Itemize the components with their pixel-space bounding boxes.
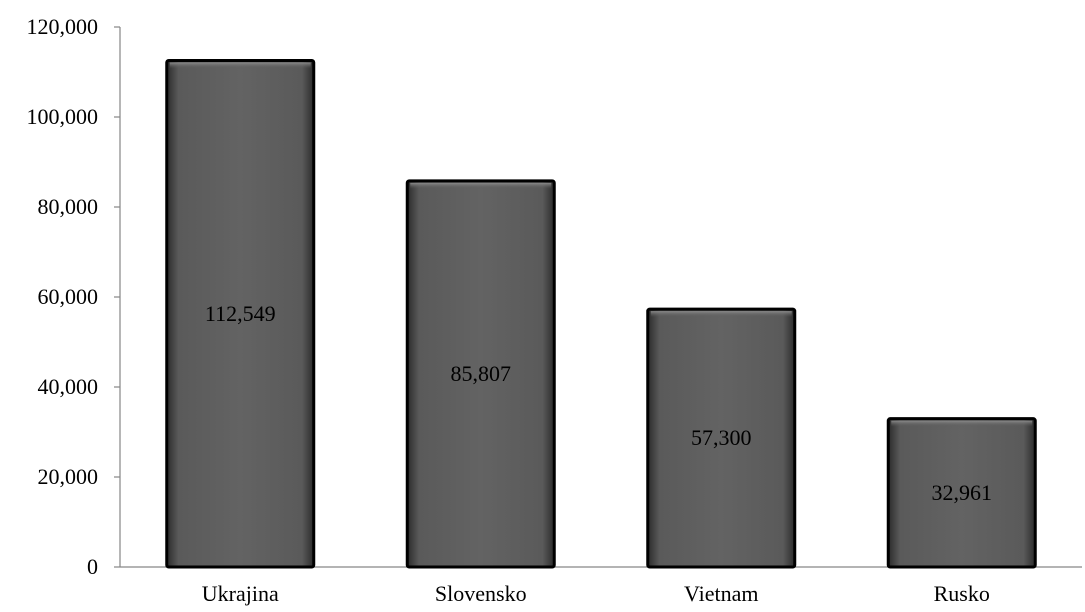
bar-ukrajina bbox=[165, 59, 316, 569]
bar-vietnam bbox=[646, 307, 797, 569]
y-tick-label: 60,000 bbox=[38, 284, 99, 309]
y-tick-label: 100,000 bbox=[27, 104, 99, 129]
x-tick-label: Ukrajina bbox=[202, 581, 279, 606]
bar-slovensko bbox=[405, 179, 556, 569]
x-tick-label: Slovensko bbox=[435, 581, 527, 606]
bar-top-highlight bbox=[650, 311, 792, 318]
x-tick-label: Rusko bbox=[934, 581, 990, 606]
bar-top-highlight bbox=[891, 420, 1033, 427]
data-label: 85,807 bbox=[451, 361, 512, 386]
bar-top-highlight bbox=[169, 62, 311, 69]
y-tick-label: 40,000 bbox=[38, 374, 99, 399]
y-tick-label: 80,000 bbox=[38, 194, 99, 219]
y-tick-label: 20,000 bbox=[38, 464, 99, 489]
bar-top-highlight bbox=[410, 182, 552, 189]
data-label: 57,300 bbox=[691, 425, 752, 450]
x-tick-label: Vietnam bbox=[684, 581, 758, 606]
y-tick-label: 0 bbox=[87, 554, 98, 579]
data-label: 112,549 bbox=[205, 301, 276, 326]
data-label: 32,961 bbox=[932, 480, 993, 505]
bar-rusko bbox=[886, 417, 1037, 569]
y-tick-label: 120,000 bbox=[27, 14, 99, 39]
